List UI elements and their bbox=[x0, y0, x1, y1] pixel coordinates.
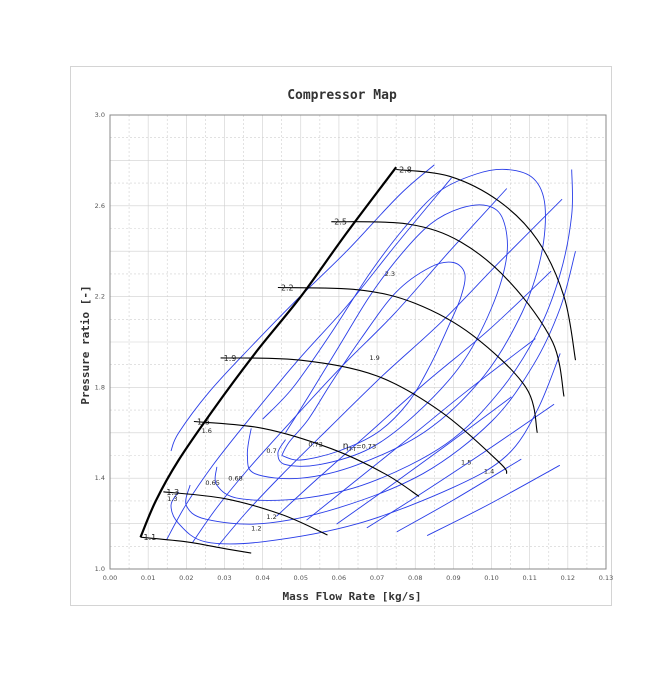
contour-value-label: 1.3 bbox=[167, 495, 177, 503]
efficiency-iso-line bbox=[426, 464, 561, 537]
efficiency-guide-line bbox=[170, 353, 561, 545]
x-tick-label: 0.04 bbox=[255, 574, 269, 582]
x-tick-label: 0.02 bbox=[179, 574, 193, 582]
efficiency-iso-line bbox=[192, 188, 508, 543]
x-tick-label: 0.01 bbox=[141, 574, 155, 582]
speed-line-label: 2.2 bbox=[281, 284, 294, 293]
speed-line-label: 1.3 bbox=[166, 488, 179, 497]
speed-line-label: 2.5 bbox=[334, 218, 347, 227]
tick-labels: 0.00 0.01 0.02 0.03 0.04 0.05 0.06 0.07 0.08 0.09… bbox=[95, 111, 614, 582]
speed-line-label: 2.8 bbox=[399, 165, 412, 174]
x-tick-label: 0.09 bbox=[446, 574, 460, 582]
efficiency-label: ηT-T=0.73 bbox=[343, 442, 376, 454]
efficiency-guide-line bbox=[170, 164, 435, 452]
contour-value-label: 1.4 bbox=[484, 468, 494, 476]
contour-value-label: 0.65 bbox=[205, 479, 219, 487]
speed-lines: 1.1 1.3 1.6 1.9 2.2 2.5 2.8 bbox=[140, 165, 577, 554]
y-tick-label: 3.0 bbox=[95, 111, 105, 119]
x-tick-label: 0.12 bbox=[561, 574, 575, 582]
efficiency-contours bbox=[166, 164, 576, 546]
contour-value-label: 1.9 bbox=[369, 354, 379, 362]
efficiency-iso-line bbox=[218, 198, 563, 546]
contour-value-label: 1.2 bbox=[251, 524, 261, 532]
x-tick-label: 0.05 bbox=[294, 574, 308, 582]
contour-value-label: 1.5 bbox=[461, 459, 471, 467]
speed-line bbox=[277, 286, 538, 433]
speed-line bbox=[163, 491, 328, 536]
chart-title: Compressor Map bbox=[287, 88, 397, 103]
efficiency-iso-line bbox=[276, 270, 552, 517]
speed-line bbox=[193, 420, 420, 497]
surge-line bbox=[139, 166, 398, 538]
efficiency-contour bbox=[185, 251, 576, 525]
plot-area-border bbox=[109, 114, 607, 570]
efficiency-iso-line bbox=[366, 403, 555, 529]
x-tick-label: 0.03 bbox=[217, 574, 231, 582]
efficiency-contour bbox=[277, 204, 508, 467]
contour-value-label: 2.3 bbox=[385, 270, 395, 278]
efficiency-iso-line bbox=[396, 458, 522, 533]
x-tick-label: 0.10 bbox=[484, 574, 498, 582]
y-axis-label: Pressure ratio [-] bbox=[79, 285, 92, 404]
speed-line-label: 1.9 bbox=[224, 354, 237, 363]
x-tick-label: 0.13 bbox=[599, 574, 613, 582]
contour-value-label: 1.6 bbox=[202, 427, 212, 435]
y-tick-label: 1.4 bbox=[95, 474, 105, 482]
y-tick-label: 1.8 bbox=[95, 383, 105, 391]
chart-frame bbox=[70, 66, 612, 606]
contour-value-label: 0.72 bbox=[308, 440, 322, 448]
x-tick-label: 0.06 bbox=[332, 574, 346, 582]
x-tick-label: 0.07 bbox=[370, 574, 384, 582]
contour-value-label: 1.2 bbox=[266, 513, 276, 521]
y-tick-label: 2.6 bbox=[95, 202, 105, 210]
x-tick-label: 0.00 bbox=[103, 574, 117, 582]
x-tick-label: 0.11 bbox=[522, 574, 536, 582]
annotations: ηT-T=0.73 0.72 0.7 0.68 0.65 2.3 1.9 1.6 1.5 1.4 1… bbox=[167, 270, 494, 532]
efficiency-iso-line bbox=[306, 338, 536, 521]
contour-value-label: 0.7 bbox=[266, 447, 276, 455]
surge-line-path bbox=[139, 166, 398, 538]
x-tick-label: 0.08 bbox=[408, 574, 422, 582]
contour-value-label: 0.68 bbox=[228, 474, 242, 482]
speed-line bbox=[140, 536, 252, 554]
efficiency-iso-line bbox=[166, 177, 452, 541]
speed-line bbox=[331, 221, 565, 397]
efficiency-contour bbox=[281, 261, 466, 461]
speed-line-label: 1.1 bbox=[144, 533, 157, 542]
efficiency-iso-line bbox=[336, 396, 512, 525]
x-axis-label: Mass Flow Rate [kg/s] bbox=[282, 590, 421, 603]
speed-line bbox=[396, 168, 577, 361]
speed-line bbox=[220, 357, 508, 475]
y-tick-label: 1.0 bbox=[95, 565, 105, 573]
efficiency-contour bbox=[214, 169, 573, 501]
efficiency-contour bbox=[246, 168, 546, 480]
y-tick-label: 2.2 bbox=[95, 293, 105, 301]
